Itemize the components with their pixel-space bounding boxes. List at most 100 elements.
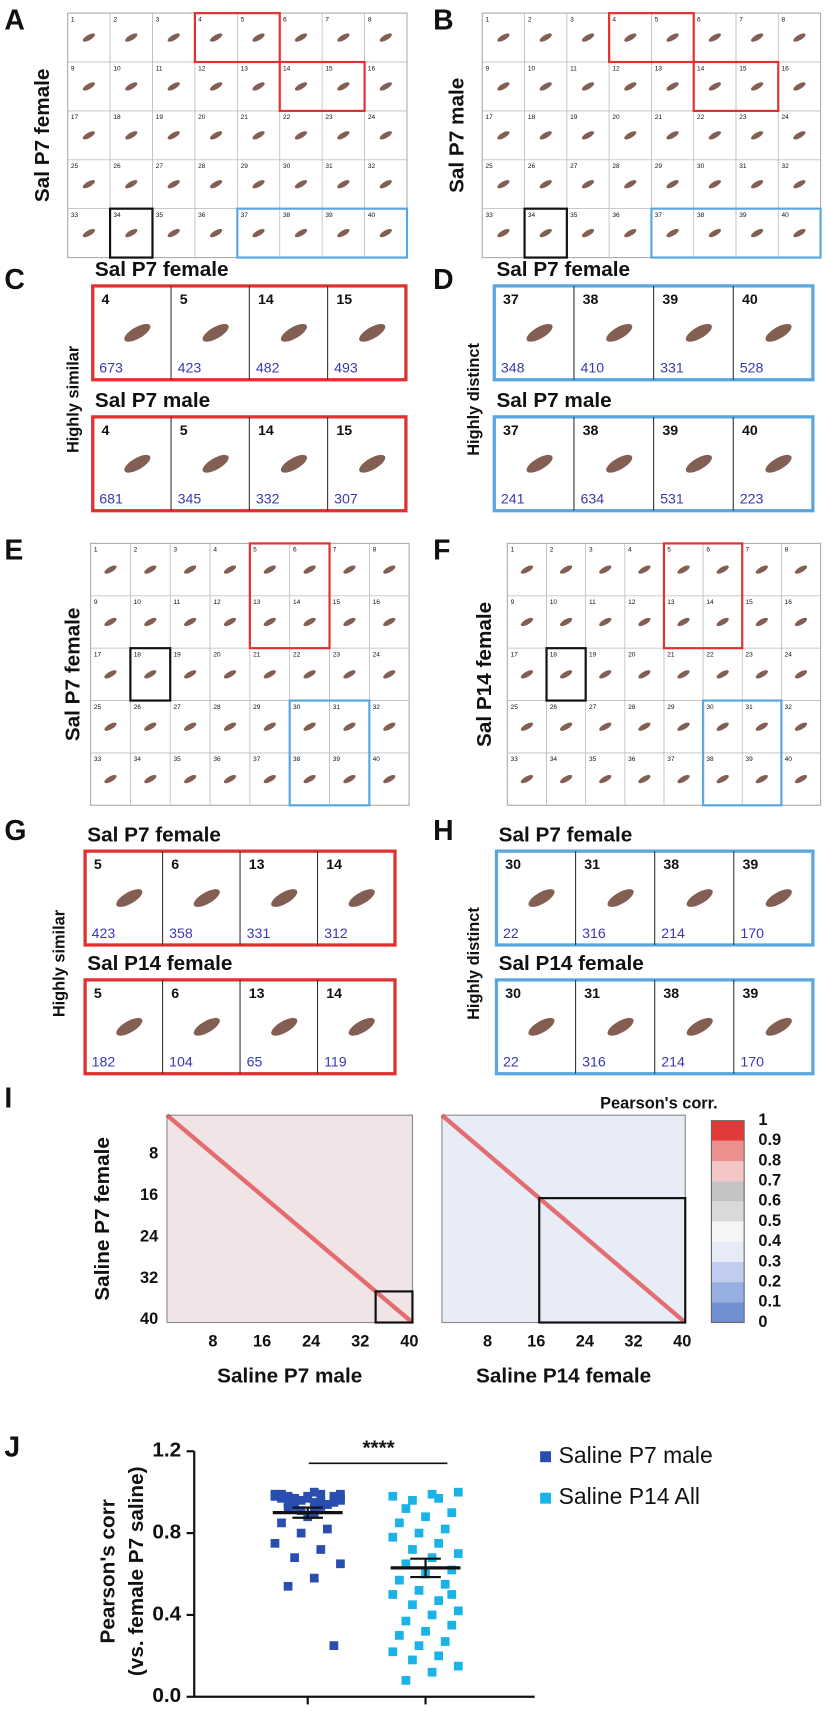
dot xyxy=(290,1493,299,1503)
cell-image xyxy=(607,889,634,907)
cell-image xyxy=(677,722,690,731)
cell-id: 20 xyxy=(612,114,620,121)
dot xyxy=(322,1524,332,1534)
cell-id: 16 xyxy=(785,599,793,606)
cell-id: 28 xyxy=(612,163,620,170)
cell-image xyxy=(252,131,265,140)
cell-id: 39 xyxy=(743,986,759,1002)
cell-id: 12 xyxy=(198,65,206,72)
cell-id: 39 xyxy=(743,857,759,873)
dot xyxy=(447,1508,457,1518)
cell-image xyxy=(383,565,396,574)
cell-id: 38 xyxy=(663,986,679,1002)
cell-id: 13 xyxy=(249,857,265,873)
cell-id: 14 xyxy=(326,986,342,1002)
cell-id: 14 xyxy=(697,65,705,72)
dot xyxy=(414,1586,424,1595)
cell-id: 33 xyxy=(486,212,494,219)
cell-count: 104 xyxy=(169,1055,193,1071)
cell-image xyxy=(104,670,117,679)
cell-image xyxy=(271,889,298,907)
cell-image xyxy=(708,33,721,42)
colorbar-frame xyxy=(710,1120,745,1324)
colorbar-segment xyxy=(711,1241,745,1262)
cell-image xyxy=(526,454,553,473)
x-tick-label: 8 xyxy=(208,1332,217,1350)
cell-id: 33 xyxy=(511,756,519,763)
cell-id: 4 xyxy=(213,547,217,554)
y-tick-label: 0.0 xyxy=(152,1684,181,1707)
cell-image xyxy=(303,617,316,627)
vertical-label: Highly distinct xyxy=(465,342,483,455)
cell-id: 35 xyxy=(156,212,164,219)
cell-image xyxy=(581,228,595,238)
cell-image xyxy=(794,722,808,731)
dot xyxy=(316,1545,326,1554)
cell-count: 681 xyxy=(99,492,123,508)
cell-id: 10 xyxy=(134,599,142,606)
cell-image xyxy=(383,774,396,784)
cell-id: 31 xyxy=(746,704,754,711)
cell-image xyxy=(82,228,95,238)
highlight-box xyxy=(702,699,783,807)
dot xyxy=(440,1637,450,1646)
cell-id: 17 xyxy=(486,114,494,121)
cell-image xyxy=(337,131,350,140)
dot xyxy=(316,1489,326,1499)
cell-count: 214 xyxy=(661,926,685,942)
cell-id: 27 xyxy=(570,163,578,170)
cell-image xyxy=(685,454,712,473)
cell-id: 29 xyxy=(253,704,261,711)
cell-image xyxy=(751,33,764,42)
cell-id: 1 xyxy=(71,16,75,23)
cell-image xyxy=(379,228,392,238)
cell-count: 316 xyxy=(582,926,606,942)
cell-id: 13 xyxy=(249,986,265,1002)
cell-image xyxy=(624,82,637,91)
cell-count: 119 xyxy=(324,1055,347,1071)
cell-image xyxy=(303,722,316,731)
dot xyxy=(440,1524,450,1534)
cell-image xyxy=(755,617,768,627)
cell-image xyxy=(716,722,729,731)
cell-id: 1 xyxy=(511,547,515,554)
cell-image xyxy=(666,228,679,238)
highlight-box xyxy=(650,207,822,259)
cell-count: 170 xyxy=(740,1055,764,1071)
cell-id: 4 xyxy=(101,423,109,439)
cell-id: 15 xyxy=(333,599,341,606)
cell-image xyxy=(716,617,729,627)
cell-image xyxy=(666,33,679,42)
cell-image xyxy=(125,33,138,42)
cell-image xyxy=(765,1017,792,1036)
panel-letter: D xyxy=(433,264,453,296)
dot xyxy=(408,1600,417,1610)
cell-image xyxy=(624,180,637,189)
highlight-box xyxy=(374,1290,414,1324)
dot xyxy=(394,1518,404,1528)
cell-id: 37 xyxy=(503,423,519,439)
dot xyxy=(401,1616,411,1626)
cell-id: 40 xyxy=(373,756,381,763)
cell-id: 39 xyxy=(662,292,678,308)
cell-id: 39 xyxy=(746,756,754,763)
x-tick-label: 24 xyxy=(576,1332,595,1350)
cell-id: 37 xyxy=(655,212,663,219)
cell-image xyxy=(263,722,276,731)
colorbar-segment xyxy=(711,1302,745,1323)
cell-image xyxy=(708,180,721,189)
dot xyxy=(283,1498,293,1507)
cell-id: 20 xyxy=(198,114,206,121)
cell-id: 18 xyxy=(550,651,558,658)
cell-id: 27 xyxy=(173,704,181,711)
cell-image xyxy=(223,617,237,627)
cell-image xyxy=(193,889,220,907)
cell-id: 32 xyxy=(368,163,376,170)
cell-image xyxy=(793,82,806,91)
cell-image xyxy=(765,889,792,907)
cell-id: 20 xyxy=(628,651,636,658)
y-tick-label: 32 xyxy=(140,1269,158,1287)
cell-id: 3 xyxy=(156,16,160,23)
cell-id: 22 xyxy=(706,651,714,658)
cell-image xyxy=(124,323,151,342)
